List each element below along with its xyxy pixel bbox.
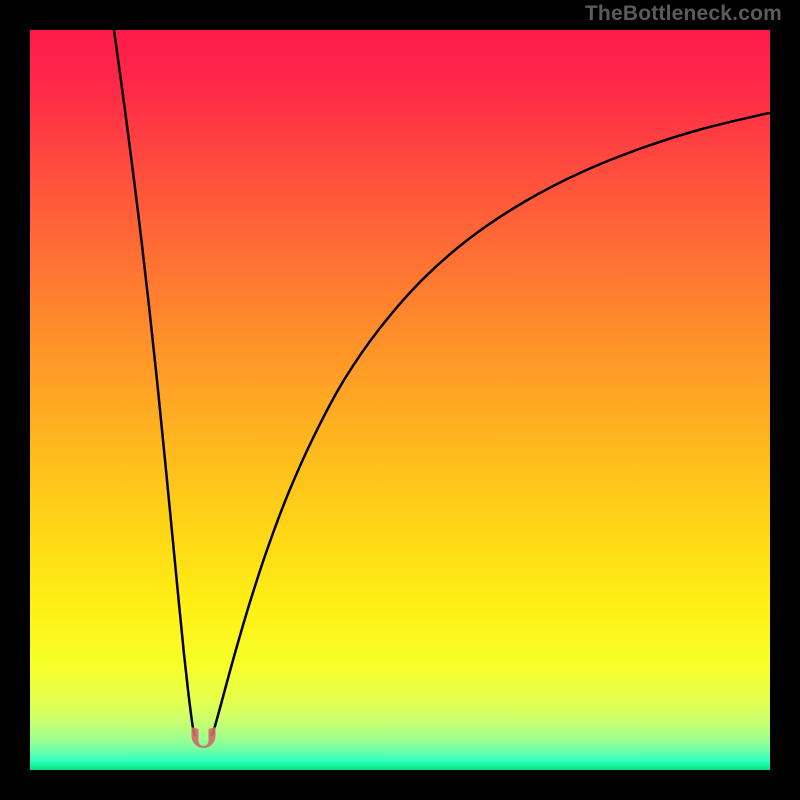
dip-marker: [192, 727, 216, 748]
plot-area: [30, 30, 770, 770]
curve-left-branch: [114, 30, 195, 736]
chart-frame: TheBottleneck.com: [0, 0, 800, 800]
chart-curves: [30, 30, 770, 770]
watermark-text: TheBottleneck.com: [585, 2, 782, 26]
curve-right-branch: [212, 113, 770, 736]
